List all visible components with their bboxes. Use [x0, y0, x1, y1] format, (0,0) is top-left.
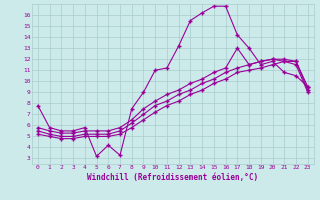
X-axis label: Windchill (Refroidissement éolien,°C): Windchill (Refroidissement éolien,°C) — [87, 173, 258, 182]
